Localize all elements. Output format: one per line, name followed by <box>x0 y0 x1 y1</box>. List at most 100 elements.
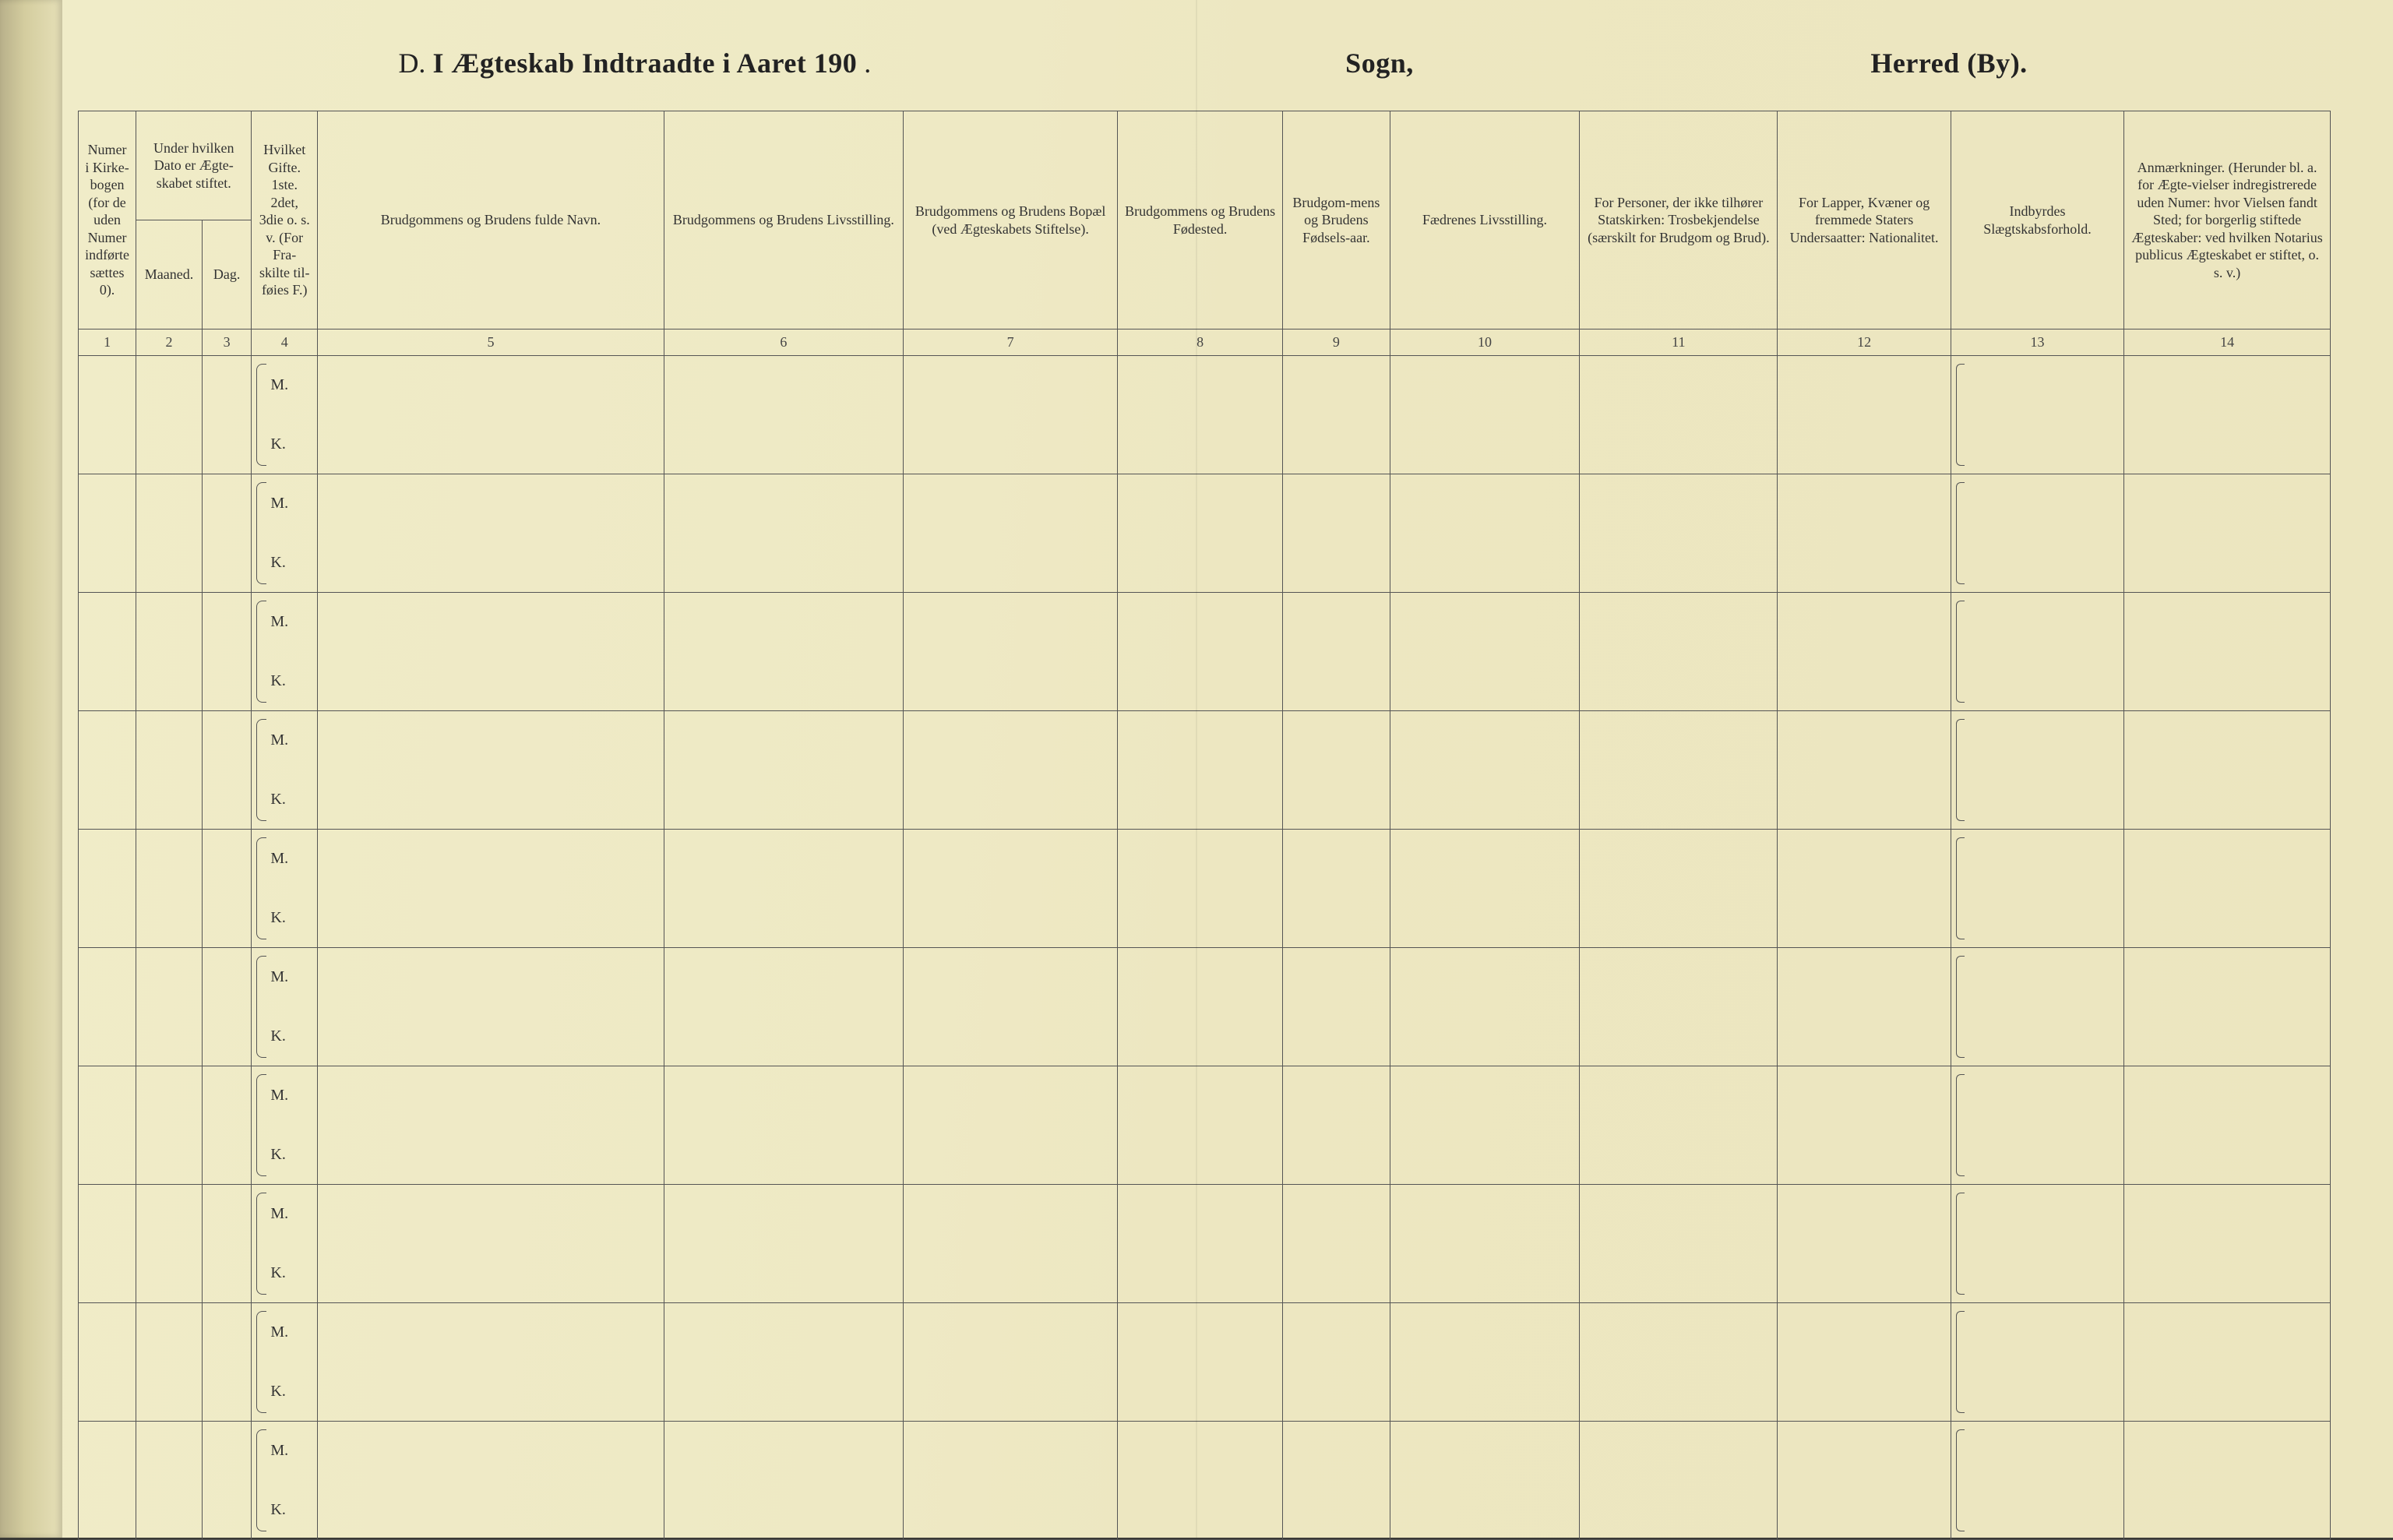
cell <box>1778 652 1951 711</box>
cell <box>318 652 664 711</box>
table-row: K. <box>79 652 2331 711</box>
cell <box>1283 474 1390 534</box>
cell <box>664 1244 903 1303</box>
cell <box>1951 711 2123 770</box>
cell <box>1951 1362 2123 1422</box>
cell <box>1390 1007 1580 1066</box>
cell <box>664 356 903 415</box>
cell <box>202 1007 252 1066</box>
table-row: M. <box>79 1422 2331 1481</box>
table-row: M. <box>79 474 2331 534</box>
cell <box>79 948 136 1007</box>
cell <box>318 593 664 652</box>
cell <box>202 474 252 534</box>
table-row: M. <box>79 356 2331 415</box>
col-num: 9 <box>1283 329 1390 356</box>
cell <box>1118 1303 1283 1362</box>
row-label-k: K. <box>252 1126 318 1185</box>
col-header: Under hvilken Dato er Ægte-skabet stifte… <box>136 111 252 220</box>
cell <box>79 474 136 534</box>
cell <box>2124 1066 2331 1126</box>
title-left: D. I Ægteskab Indtraadte i Aaret 190 . <box>109 47 1161 79</box>
row-label-m: M. <box>252 948 318 1007</box>
cell <box>1580 356 1778 415</box>
cell <box>664 593 903 652</box>
cell <box>136 830 203 889</box>
cell <box>1580 1185 1778 1244</box>
cell <box>1580 770 1778 830</box>
cell <box>2124 770 2331 830</box>
cell <box>1283 652 1390 711</box>
cell <box>1951 830 2123 889</box>
table-row: M. <box>79 948 2331 1007</box>
col-num: 14 <box>2124 329 2331 356</box>
cell <box>1118 1362 1283 1422</box>
cell <box>79 770 136 830</box>
cell <box>1778 1481 1951 1540</box>
cell <box>903 1362 1117 1422</box>
cell <box>1778 948 1951 1007</box>
cell <box>2124 948 2331 1007</box>
table-row: K. <box>79 1126 2331 1185</box>
cell <box>318 356 664 415</box>
cell <box>1283 415 1390 474</box>
cell <box>202 1422 252 1481</box>
cell <box>1283 1244 1390 1303</box>
cell <box>1580 1007 1778 1066</box>
cell <box>1951 1185 2123 1244</box>
cell <box>79 534 136 593</box>
row-label-k: K. <box>252 770 318 830</box>
cell <box>1390 711 1580 770</box>
cell <box>1580 1362 1778 1422</box>
cell <box>79 1066 136 1126</box>
cell <box>1283 770 1390 830</box>
cell <box>318 1244 664 1303</box>
cell <box>1118 652 1283 711</box>
cell <box>903 948 1117 1007</box>
cell <box>1390 830 1580 889</box>
cell <box>136 415 203 474</box>
col-num: 5 <box>318 329 664 356</box>
cell <box>1390 1066 1580 1126</box>
cell <box>136 1007 203 1066</box>
cell <box>1778 1362 1951 1422</box>
cell <box>664 1066 903 1126</box>
col-num: 12 <box>1778 329 1951 356</box>
cell <box>318 1185 664 1244</box>
cell <box>2124 889 2331 948</box>
cell <box>2124 415 2331 474</box>
cell <box>1951 1303 2123 1362</box>
cell <box>1951 415 2123 474</box>
cell <box>1283 356 1390 415</box>
cell <box>1118 534 1283 593</box>
cell <box>1118 415 1283 474</box>
cell <box>1390 1362 1580 1422</box>
cell <box>136 1362 203 1422</box>
cell <box>1118 474 1283 534</box>
table-row: K. <box>79 1481 2331 1540</box>
cell <box>903 415 1117 474</box>
cell <box>2124 1422 2331 1481</box>
cell <box>903 1126 1117 1185</box>
cell <box>664 415 903 474</box>
cell <box>79 1185 136 1244</box>
cell <box>318 1422 664 1481</box>
cell <box>1283 711 1390 770</box>
col-num: 10 <box>1390 329 1580 356</box>
cell <box>1390 889 1580 948</box>
cell <box>903 830 1117 889</box>
cell <box>1951 1481 2123 1540</box>
title-main: I Ægteskab Indtraadte i Aaret 190 <box>432 48 857 79</box>
cell <box>1580 830 1778 889</box>
cell <box>136 770 203 830</box>
cell <box>1778 830 1951 889</box>
title-suffix: . <box>864 48 871 79</box>
cell <box>664 1007 903 1066</box>
cell <box>1580 711 1778 770</box>
column-number-row: 1 2 3 4 5 6 7 8 9 10 11 12 13 14 <box>79 329 2331 356</box>
cell <box>1580 1126 1778 1185</box>
cell <box>1580 1066 1778 1126</box>
cell <box>1778 356 1951 415</box>
cell <box>136 1481 203 1540</box>
cell <box>1580 652 1778 711</box>
